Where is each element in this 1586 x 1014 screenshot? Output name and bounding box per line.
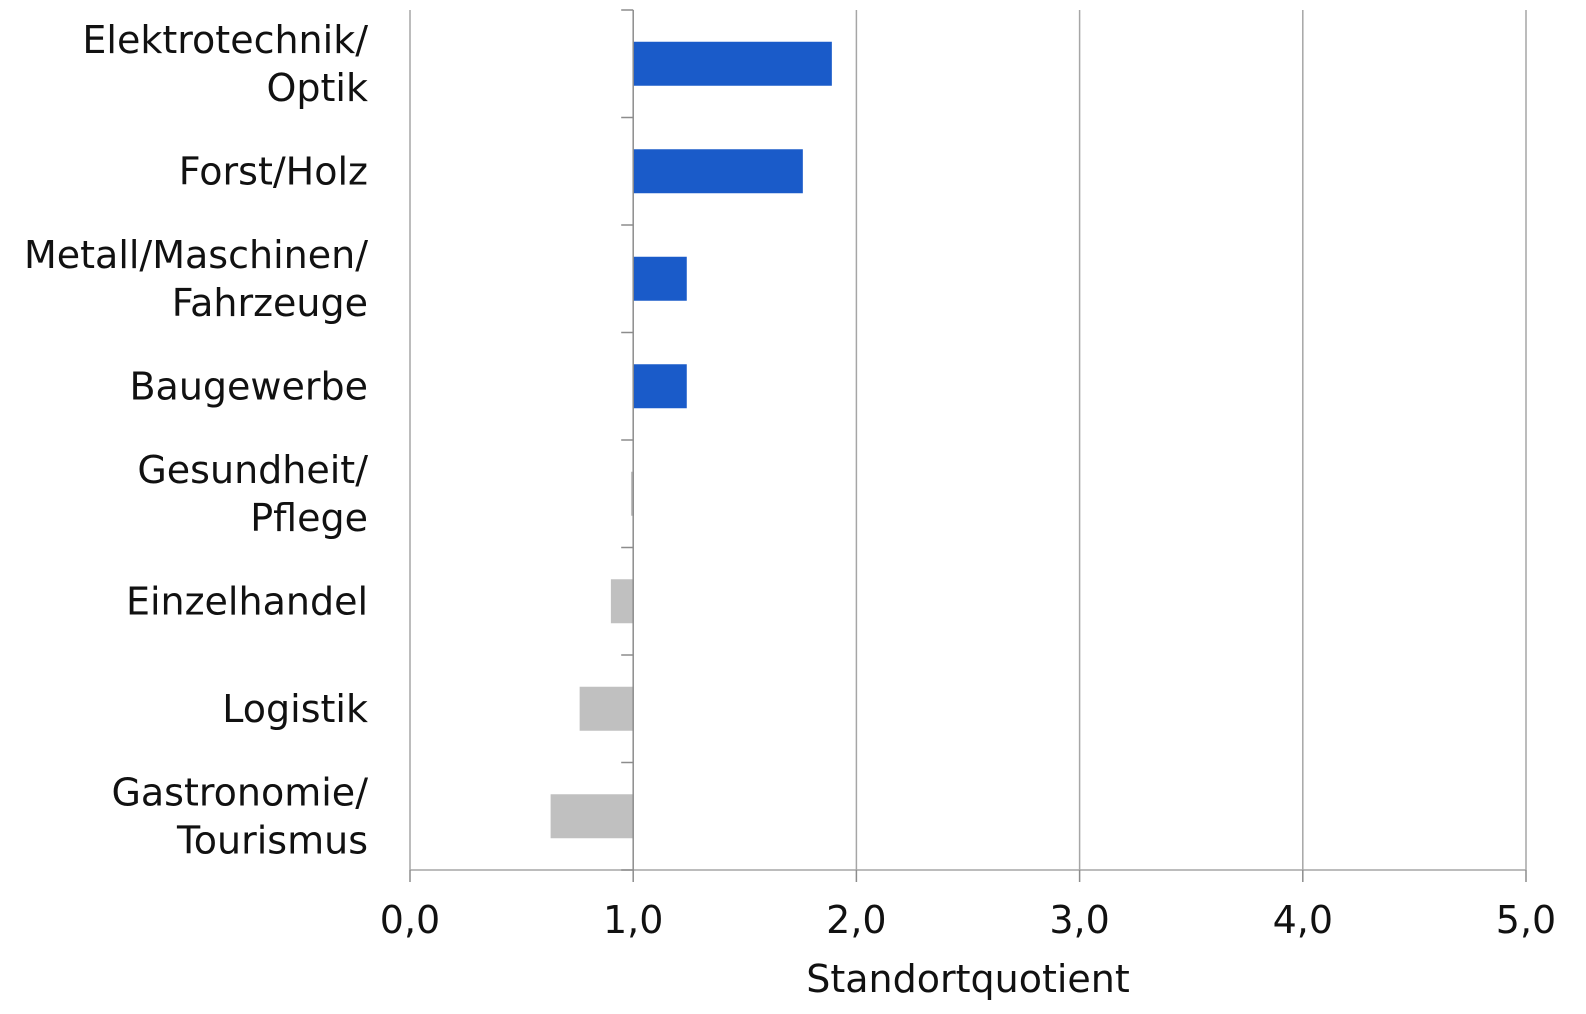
x-tick-label-5: 5,0 [1496,898,1556,942]
category-label-4: Gesundheit/Pflege [137,448,368,540]
bar-2 [633,256,687,301]
x-tick-label-1: 1,0 [603,898,663,942]
bar-7 [550,794,634,839]
grid-lines [855,10,1527,870]
x-tick-label-2: 2,0 [826,898,886,942]
category-label-5: Einzelhandel [126,579,368,623]
x-tick-labels: 0,0 1,0 2,0 3,0 4,0 5,0 [380,898,1556,942]
category-label-3: Baugewerbe [129,364,368,408]
x-tick-label-0: 0,0 [380,898,440,942]
bar-5 [610,579,634,624]
axes [409,9,1527,882]
category-labels: Elektrotechnik/Optik Forst/Holz Metall/Mas… [24,18,368,863]
bar-0 [633,41,832,86]
bar-6 [579,686,634,731]
x-tick-label-3: 3,0 [1049,898,1109,942]
category-label-7: Gastronomie/Tourismus [111,770,368,862]
x-axis-title: Standortquotient [806,957,1130,1001]
category-label-6: Logistik [222,687,368,731]
category-label-0: Elektrotechnik/Optik [82,18,368,110]
bars [550,41,832,839]
x-tick-label-4: 4,0 [1273,898,1333,942]
category-label-2: Metall/Maschinen/Fahrzeuge [24,233,368,325]
category-label-1: Forst/Holz [179,149,368,193]
bar-3 [633,364,687,409]
bar-1 [633,149,803,194]
